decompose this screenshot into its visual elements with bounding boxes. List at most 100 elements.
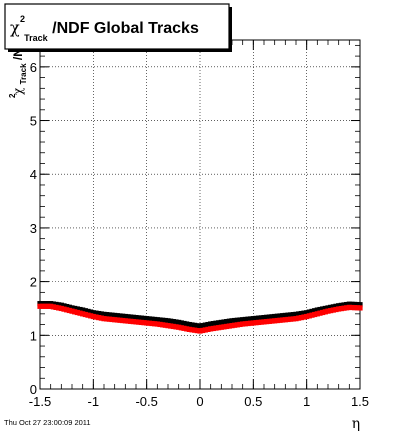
- data-point: [114, 313, 120, 319]
- data-point: [152, 316, 158, 323]
- data-point: [192, 327, 198, 333]
- data-point: [122, 313, 128, 320]
- data-point: [330, 304, 336, 310]
- data-point: [258, 315, 264, 321]
- data-point: [170, 323, 176, 330]
- data-point: [250, 316, 256, 322]
- data-point: [237, 317, 243, 323]
- data-point: [106, 312, 112, 318]
- data-point: [80, 311, 86, 317]
- data-point: [64, 307, 70, 313]
- x-axis-label: η: [352, 416, 360, 432]
- data-point: [261, 319, 267, 325]
- data-point: [117, 317, 123, 323]
- y-tick-label: 4: [30, 167, 37, 182]
- data-point: [322, 305, 328, 312]
- data-point: [90, 313, 96, 320]
- data-point: [165, 323, 171, 329]
- data-point: [338, 302, 344, 308]
- data-point: [133, 319, 139, 325]
- data-point: [186, 326, 192, 333]
- data-point: [242, 321, 248, 327]
- data-point: [130, 314, 136, 320]
- data-point: [66, 307, 72, 314]
- data-point: [90, 310, 96, 316]
- data-point: [160, 317, 166, 323]
- data-point: [170, 319, 176, 325]
- title-rest: /NDF Global Tracks: [52, 20, 199, 37]
- data-point: [266, 314, 272, 320]
- data-point: [229, 323, 235, 329]
- data-point: [117, 313, 123, 319]
- data-point: [309, 308, 315, 315]
- y-tick-label: 6: [30, 60, 37, 75]
- data-point: [234, 317, 240, 323]
- data-point: [216, 325, 222, 331]
- data-point: [317, 310, 323, 316]
- data-point: [293, 311, 299, 317]
- data-point: [293, 316, 299, 322]
- data-point: [85, 308, 91, 315]
- data-point: [312, 308, 318, 314]
- data-point: [61, 303, 67, 309]
- data-point: [165, 318, 171, 324]
- data-point: [264, 314, 270, 320]
- x-tick-label: 1.5: [351, 394, 369, 409]
- data-point: [328, 308, 334, 314]
- data-point: [112, 317, 118, 323]
- x-tick-label: -1.5: [29, 394, 51, 409]
- data-point: [285, 316, 291, 323]
- data-point: [304, 313, 310, 320]
- data-point: [122, 318, 128, 324]
- data-point: [352, 305, 358, 311]
- data-point: [344, 301, 350, 308]
- data-point: [82, 308, 88, 314]
- data-point: [194, 323, 200, 329]
- data-point: [248, 316, 254, 322]
- data-point: [120, 313, 126, 319]
- data-point: [226, 318, 232, 324]
- data-point: [336, 306, 342, 312]
- data-point: [248, 320, 254, 326]
- data-point: [184, 326, 190, 332]
- data-point: [125, 314, 131, 320]
- data-point: [266, 318, 272, 324]
- data-point: [301, 310, 307, 316]
- data-point: [280, 313, 286, 319]
- chart-title: χ Track /NDF Global Tracks: [10, 18, 199, 45]
- data-point: [157, 317, 163, 323]
- data-point: [314, 307, 320, 313]
- data-point: [66, 304, 72, 310]
- data-point: [138, 319, 144, 326]
- data-point: [357, 305, 363, 311]
- data-point: [290, 312, 296, 318]
- data-point: [93, 314, 99, 320]
- data-point: [346, 301, 352, 307]
- data-point: [296, 315, 302, 321]
- data-point: [290, 316, 296, 322]
- data-point: [306, 309, 312, 315]
- data-point: [173, 324, 179, 330]
- data-point: [328, 304, 334, 310]
- x-tick-label: -1: [88, 394, 100, 409]
- data-point: [200, 327, 206, 334]
- data-point: [136, 315, 142, 321]
- data-point: [282, 317, 288, 323]
- data-point: [178, 320, 184, 326]
- data-point: [354, 305, 360, 311]
- data-point: [149, 320, 155, 327]
- data-point: [74, 309, 80, 316]
- data-point: [48, 303, 54, 309]
- data-point: [130, 319, 136, 325]
- data-point: [77, 310, 83, 316]
- data-point: [162, 317, 168, 324]
- data-point: [72, 309, 78, 315]
- data-point: [149, 316, 155, 322]
- data-point: [186, 321, 192, 328]
- data-point: [96, 314, 102, 321]
- data-point: [40, 303, 46, 309]
- data-point: [357, 302, 363, 308]
- data-point: [197, 323, 203, 329]
- data-point: [42, 303, 48, 309]
